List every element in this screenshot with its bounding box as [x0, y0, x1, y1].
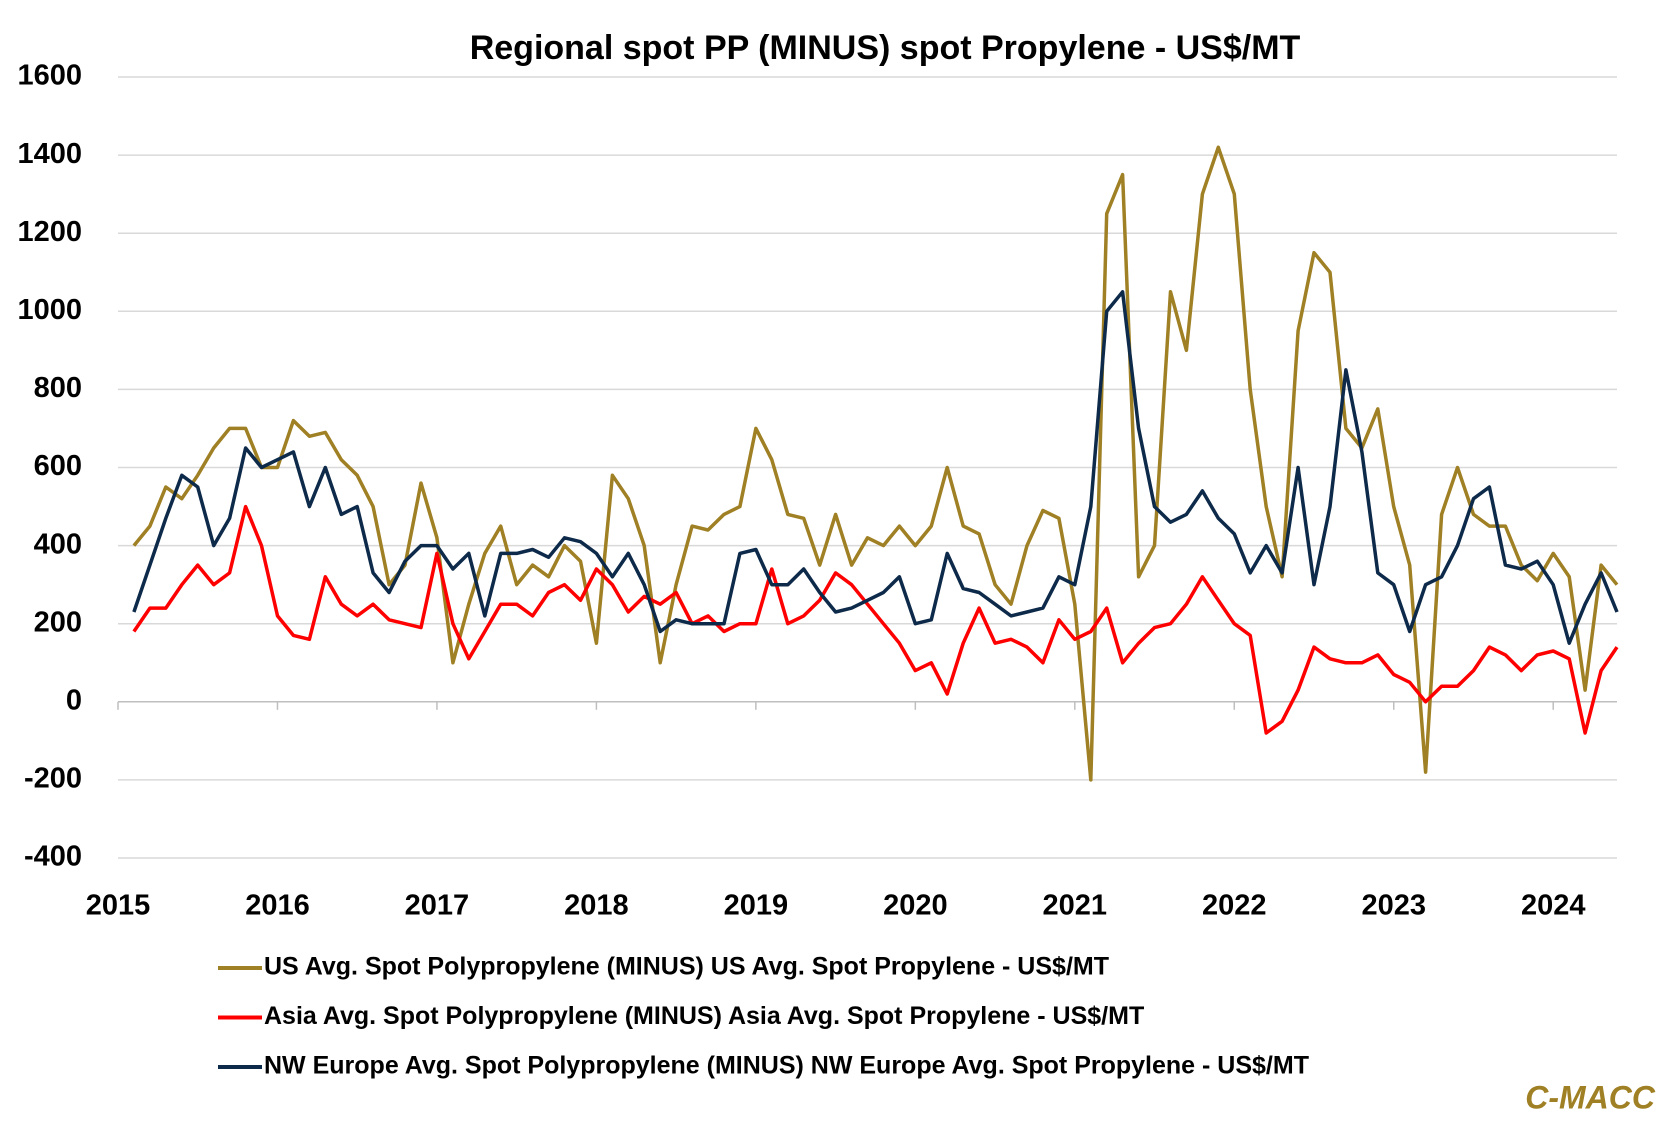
y-tick-label: 1600 — [17, 60, 82, 92]
x-tick-label: 2016 — [245, 890, 310, 922]
x-tick-label: 2020 — [883, 890, 948, 922]
y-tick-label: 1200 — [17, 216, 82, 248]
y-tick-label: -400 — [24, 841, 82, 873]
y-tick-label: 800 — [34, 372, 82, 404]
y-tick-label: 0 — [66, 684, 82, 716]
x-tick-label: 2017 — [405, 890, 470, 922]
x-tick-label: 2019 — [724, 890, 789, 922]
x-tick-label: 2023 — [1361, 890, 1426, 922]
y-tick-label: -200 — [24, 763, 82, 795]
chart-title: Regional spot PP (MINUS) spot Propylene … — [470, 29, 1301, 67]
x-tick-label: 2015 — [86, 890, 151, 922]
series-line — [132, 145, 1619, 782]
legend-label: NW Europe Avg. Spot Polypropylene (MINUS… — [264, 1052, 1309, 1080]
source-label: C-MACC — [1525, 1079, 1656, 1115]
y-tick-label: 1400 — [17, 138, 82, 170]
y-tick-label: 600 — [34, 450, 82, 482]
y-tick-label: 200 — [34, 606, 82, 638]
x-tick-label: 2024 — [1521, 890, 1586, 922]
legend-label: Asia Avg. Spot Polypropylene (MINUS) Asi… — [264, 1002, 1144, 1030]
legend-label: US Avg. Spot Polypropylene (MINUS) US Av… — [264, 953, 1109, 981]
series-line — [132, 504, 1619, 735]
x-tick-label: 2018 — [564, 890, 629, 922]
x-tick-label: 2021 — [1043, 890, 1108, 922]
y-tick-label: 400 — [34, 528, 82, 560]
x-tick-label: 2022 — [1202, 890, 1267, 922]
y-tick-label: 1000 — [17, 294, 82, 326]
series-line — [132, 290, 1619, 645]
